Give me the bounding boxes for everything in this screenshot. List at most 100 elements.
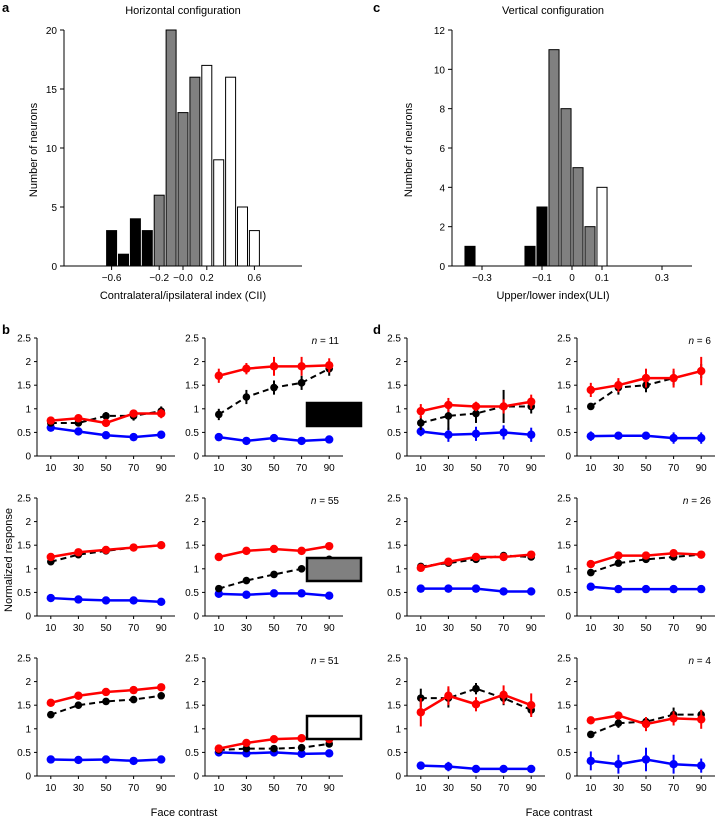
histogram-bar xyxy=(584,226,596,267)
data-point-black-dashed xyxy=(270,570,278,579)
histogram-x-tick-label: −0.6 xyxy=(102,273,122,284)
line-panel-x-tick-label: 30 xyxy=(443,783,455,794)
line-panel-x-tick-label: 10 xyxy=(415,463,427,474)
data-point-red xyxy=(416,708,425,717)
line-panel-y-tick-label: 2 xyxy=(565,357,571,368)
data-point-black-dashed xyxy=(102,697,110,706)
data-point-red xyxy=(499,552,508,562)
line-panel-x-tick-label: 10 xyxy=(45,623,57,634)
data-point-blue xyxy=(325,749,334,758)
data-point-blue xyxy=(471,764,481,774)
data-point-red xyxy=(242,738,251,748)
line-panel-y-tick-label: 2 xyxy=(25,357,31,368)
data-point-blue xyxy=(416,584,425,593)
data-point-red xyxy=(669,373,678,383)
line-panel-y-tick-label: 2.5 xyxy=(185,494,199,505)
line-panel-x-tick-label: 50 xyxy=(470,783,482,794)
line-panel-y-tick-label: 2 xyxy=(565,677,571,688)
line-panel-x-tick-label: 70 xyxy=(668,623,680,634)
data-point-blue xyxy=(157,597,166,607)
histogram-a-xlabel: Contralateral/ipsilateral index (CII) xyxy=(100,290,266,302)
data-point-red xyxy=(101,687,111,697)
histogram-x-tick-label: −0.1 xyxy=(532,273,552,284)
line-panel-y-tick-label: 2 xyxy=(395,677,401,688)
line-panel-y-tick-label: 0.5 xyxy=(387,748,401,759)
data-point-red xyxy=(614,551,623,560)
line-panel-d-black-left: 0 0.5 1 1.5 2 2.5 10 30 50 70 90 xyxy=(387,334,545,474)
data-point-blue xyxy=(297,589,306,598)
data-point-red xyxy=(614,381,623,390)
line-panel-x-tick-label: 30 xyxy=(241,783,253,794)
data-point-red xyxy=(527,397,536,406)
line-panel-y-tick-label: 0 xyxy=(565,772,571,783)
data-point-blue xyxy=(444,584,453,593)
data-point-blue xyxy=(614,431,623,440)
line-panel-b-white-left: 0 0.5 1 1.5 2 2.5 10 30 50 70 90 xyxy=(17,654,175,794)
face-contrast-xlabel-b: Face contrast xyxy=(151,807,218,819)
data-point-red xyxy=(297,734,306,743)
line-panel-x-tick-label: 10 xyxy=(585,463,597,474)
data-point-red xyxy=(74,691,83,700)
data-point-blue xyxy=(697,584,706,594)
histogram-y-tick-label: 4 xyxy=(439,183,445,194)
stimulus-bar-white xyxy=(305,714,363,741)
line-panel-d-gray-left: 0 0.5 1 1.5 2 2.5 10 30 50 70 90 xyxy=(387,494,545,634)
line-panel-y-tick-label: 0.5 xyxy=(17,588,31,599)
line-panel-y-tick-label: 0 xyxy=(565,452,571,463)
data-point-red xyxy=(101,418,111,428)
data-point-blue xyxy=(527,587,536,596)
data-point-black-dashed xyxy=(242,393,251,401)
data-point-blue xyxy=(641,431,651,440)
line-panel-y-tick-label: 0.5 xyxy=(557,588,571,599)
histogram-bar xyxy=(153,194,165,267)
data-point-black-dashed xyxy=(614,719,623,727)
data-point-black-dashed xyxy=(472,684,480,693)
histogram-y-tick-label: 12 xyxy=(434,26,446,37)
line-panel-x-tick-label: 70 xyxy=(128,463,140,474)
data-point-blue xyxy=(74,427,83,436)
line-panel-x-tick-label: 10 xyxy=(45,783,57,794)
histogram-a-ylabel: Number of neurons xyxy=(28,102,40,197)
line-panel-y-tick-label: 1 xyxy=(25,404,31,415)
line-panel-x-tick-label: 90 xyxy=(696,463,708,474)
data-point-red xyxy=(242,546,251,556)
line-panel-x-tick-label: 50 xyxy=(268,463,280,474)
histogram-y-tick-label: 15 xyxy=(46,85,58,96)
data-point-blue xyxy=(46,593,55,603)
line-panel-y-tick-label: 2.5 xyxy=(17,494,31,505)
data-point-black-dashed xyxy=(614,559,623,567)
histogram-bar xyxy=(177,112,189,267)
data-point-black-dashed xyxy=(102,412,110,420)
line-panel-y-tick-label: 0 xyxy=(395,612,401,623)
data-point-blue xyxy=(499,587,508,596)
data-point-blue xyxy=(499,428,508,437)
histogram-y-tick-label: 6 xyxy=(439,144,445,155)
line-panel-y-tick-label: 1 xyxy=(193,724,199,735)
line-panel-y-tick-label: 1 xyxy=(565,724,571,735)
line-panel-x-tick-label: 50 xyxy=(100,623,112,634)
data-point-red xyxy=(129,685,138,695)
data-point-blue xyxy=(669,584,678,594)
data-point-blue xyxy=(297,749,306,759)
data-point-red xyxy=(416,563,425,573)
data-point-blue xyxy=(471,584,481,593)
line-panel-y-tick-label: 1 xyxy=(395,564,401,575)
face-contrast-xlabel-d: Face contrast xyxy=(526,807,593,819)
data-point-blue xyxy=(471,429,481,439)
line-panel-x-tick-label: 30 xyxy=(241,623,253,634)
data-point-blue xyxy=(46,755,55,764)
data-point-black-dashed xyxy=(270,744,278,753)
histogram-y-tick-label: 8 xyxy=(439,105,445,116)
data-point-red xyxy=(586,716,595,725)
line-panel-y-tick-label: 1.5 xyxy=(17,381,31,392)
line-panel-y-tick-label: 0 xyxy=(395,452,401,463)
line-panel-y-tick-label: 0.5 xyxy=(387,588,401,599)
series-line-black-dashed xyxy=(420,405,532,424)
data-point-blue xyxy=(444,430,453,439)
histogram-bar xyxy=(165,29,177,267)
histogram-bar xyxy=(536,206,548,267)
data-point-red xyxy=(641,719,651,729)
data-point-blue xyxy=(101,596,111,605)
line-panel-x-tick-label: 50 xyxy=(470,463,482,474)
